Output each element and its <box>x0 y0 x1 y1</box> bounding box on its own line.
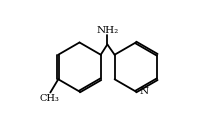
Text: CH₃: CH₃ <box>39 94 59 103</box>
Text: N: N <box>139 87 148 96</box>
Text: NH₂: NH₂ <box>96 25 119 35</box>
